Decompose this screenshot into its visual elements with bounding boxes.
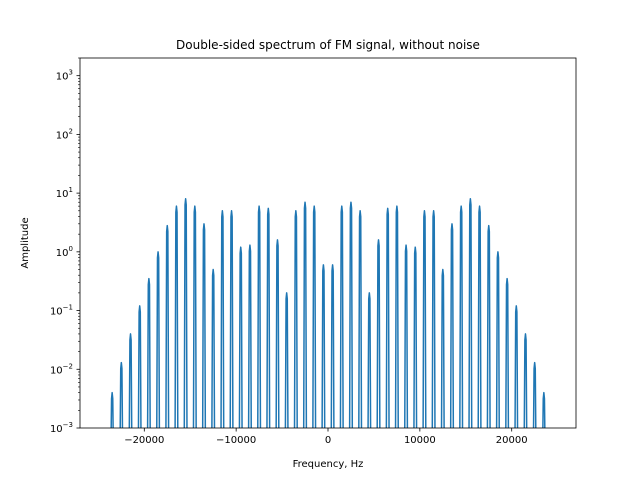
spectrum-peak bbox=[238, 246, 243, 428]
y-tick-label: 100 bbox=[56, 245, 73, 259]
x-axis-label: Frequency, Hz bbox=[293, 459, 364, 470]
x-tick-label: 20000 bbox=[496, 435, 528, 446]
spectrum-peak bbox=[468, 198, 473, 428]
spectrum-peak bbox=[348, 201, 354, 428]
spectrum-peak bbox=[312, 205, 317, 428]
spectrum-peak bbox=[422, 210, 427, 428]
spectrum-peak bbox=[367, 292, 372, 428]
y-axis-label: Amplitude bbox=[20, 217, 31, 268]
spectrum-peak bbox=[146, 277, 151, 428]
x-axis: −20000 −10000 0 10000 20000 bbox=[124, 428, 528, 446]
spectrum-peak bbox=[275, 239, 280, 428]
spectrum-peak bbox=[477, 205, 482, 428]
spectrum-peak bbox=[293, 210, 298, 428]
x-tick-label: −20000 bbox=[124, 435, 164, 446]
spectrum-peak bbox=[229, 210, 234, 428]
spectrum-peak bbox=[119, 361, 124, 428]
y-axis: 10−3 10−2 10−1 100 101 102 103 bbox=[50, 57, 80, 435]
spectrum-peak bbox=[220, 210, 225, 428]
spectrum-peak bbox=[505, 277, 510, 428]
spectrum-peak bbox=[523, 333, 528, 428]
spectrum-peak bbox=[284, 292, 289, 428]
spectrum-peak bbox=[339, 205, 344, 428]
x-tick-label: −10000 bbox=[216, 435, 256, 446]
spectrum-peak bbox=[376, 239, 381, 428]
spectrum-peak bbox=[321, 264, 326, 428]
plot-frame bbox=[79, 57, 577, 429]
chart-title: Double-sided spectrum of FM signal, with… bbox=[176, 38, 480, 52]
spectrum-peak bbox=[257, 205, 262, 428]
spectrum-peak bbox=[211, 268, 216, 428]
y-tick-label: 103 bbox=[56, 69, 73, 83]
spectrum-peak bbox=[358, 210, 363, 428]
spectrum-peak bbox=[165, 224, 170, 428]
x-tick-label: 10000 bbox=[404, 435, 436, 446]
y-tick-label: 10−1 bbox=[50, 304, 73, 318]
spectrum-series bbox=[110, 198, 546, 428]
spectrum-peak bbox=[156, 251, 161, 428]
spectrum-peak bbox=[137, 305, 142, 428]
spectrum-peak bbox=[192, 205, 197, 428]
spectrum-peak bbox=[486, 224, 491, 428]
spectrum-peak bbox=[330, 264, 335, 428]
spectrum-peak bbox=[247, 244, 252, 428]
spectrum-peak bbox=[495, 251, 500, 428]
y-tick-label: 102 bbox=[56, 127, 73, 141]
x-tick-label: 0 bbox=[325, 435, 331, 446]
y-tick-label: 10−3 bbox=[50, 421, 73, 435]
spectrum-peak bbox=[459, 205, 464, 428]
spectrum-peak bbox=[413, 246, 418, 428]
spectrum-peak bbox=[201, 223, 207, 428]
spectrum-peak bbox=[514, 305, 519, 428]
spectrum-peak bbox=[183, 198, 188, 428]
spectrum-peak bbox=[532, 361, 537, 428]
spectrum-peak bbox=[128, 333, 133, 428]
spectrum-peak bbox=[394, 205, 399, 428]
spectrum-peak bbox=[174, 205, 179, 428]
spectrum-peak bbox=[266, 207, 271, 428]
spectrum-peak bbox=[302, 201, 308, 428]
y-tick-label: 101 bbox=[56, 186, 73, 200]
spectrum-peak bbox=[440, 268, 445, 428]
y-tick-label: 10−2 bbox=[50, 362, 73, 376]
spectrum-peak bbox=[542, 391, 546, 428]
spectrum-peak bbox=[404, 244, 409, 428]
spectrum-peak bbox=[385, 207, 390, 428]
spectrum-peak bbox=[110, 391, 114, 428]
spectrum-peak bbox=[431, 210, 436, 428]
spectrum-peak bbox=[449, 223, 455, 428]
